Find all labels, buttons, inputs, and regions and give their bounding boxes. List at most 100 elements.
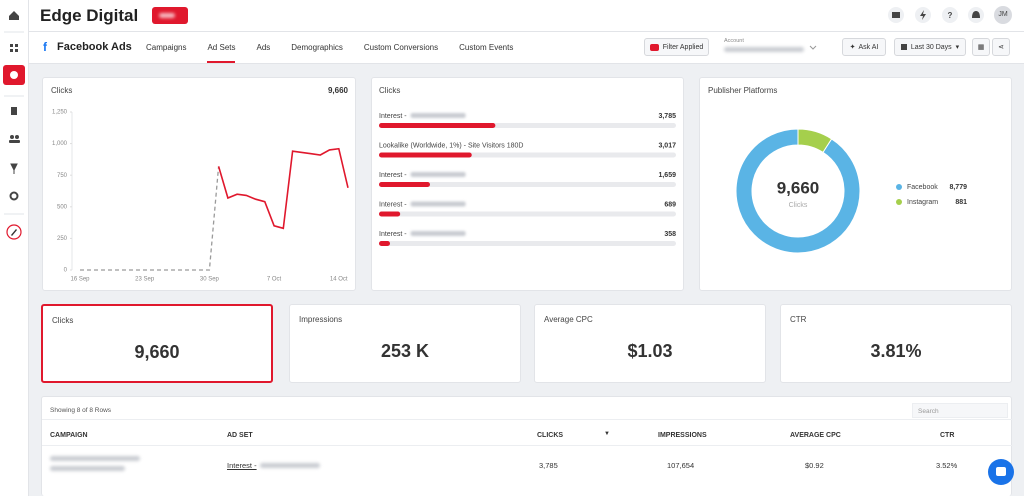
kpi-value: 3.81% <box>870 341 922 361</box>
y-tick-label: 0 <box>64 268 68 274</box>
tab[interactable]: Campaigns <box>146 43 187 52</box>
table-cell: 107,654 <box>667 461 695 470</box>
filter-text: Filter Applied <box>662 43 704 51</box>
line <box>217 147 349 230</box>
legend-label: Facebook <box>907 184 938 191</box>
column-header[interactable]: CAMPAIGN <box>50 432 88 439</box>
ask-ai-button[interactable]: ✦ Ask AI <box>842 38 886 56</box>
legend-value: 8,779 <box>949 184 967 191</box>
share-button[interactable]: ⋖ <box>992 38 1010 56</box>
y-tick-label: 750 <box>57 173 68 179</box>
bar <box>379 152 472 158</box>
kpi-card[interactable]: Clicks 9,660 <box>41 304 273 383</box>
filter-button[interactable]: Filter Applied <box>644 38 709 56</box>
settings-icon[interactable] <box>9 191 19 201</box>
bar <box>379 241 391 246</box>
sidebar-icons <box>3 11 25 240</box>
top-bar: Edge Digital ? JM <box>29 0 1024 32</box>
blurred-text <box>50 466 125 471</box>
kpi-value: $1.03 <box>627 341 673 361</box>
blurred-text <box>410 113 466 118</box>
plug-icon[interactable] <box>10 163 18 174</box>
rocket-icon[interactable] <box>6 224 22 240</box>
sort-arrow: ▼ <box>604 431 610 437</box>
bar <box>379 211 401 217</box>
bar <box>379 123 496 128</box>
bar-track <box>379 211 676 217</box>
icon-button[interactable] <box>942 7 958 23</box>
bar-card: Clicks Interest - 3,785 Lookalike (Worldwi… <box>371 77 684 291</box>
brand: Edge Digital <box>40 6 139 25</box>
column-header[interactable]: IMPRESSIONS <box>658 432 707 439</box>
svg-text:?: ? <box>948 11 953 20</box>
kpi-card[interactable]: CTR 3.81% <box>780 304 1012 383</box>
table-cell: 3.52% <box>936 461 958 470</box>
x-tick-label: 7 Oct <box>267 277 282 283</box>
workspace-badge[interactable] <box>152 7 188 24</box>
users-icon[interactable] <box>9 135 20 143</box>
tab[interactable]: Custom Conversions <box>363 43 439 52</box>
blurred-text <box>410 201 466 207</box>
avatar[interactable] <box>994 6 1012 24</box>
value-label: 3,785 <box>658 113 676 120</box>
bar-label: Interest - <box>379 172 407 179</box>
tab[interactable]: Demographics <box>291 43 343 52</box>
account-label: Account <box>724 38 744 44</box>
bar-label: Interest - <box>379 201 407 208</box>
kpi-card[interactable]: Average CPC $1.03 <box>534 304 766 383</box>
table-cell: 3,785 <box>539 461 558 470</box>
kpi-label: Average CPC <box>544 315 593 324</box>
value-label: 1,659 <box>658 172 676 179</box>
column-header[interactable]: AVERAGE CPC <box>790 432 841 439</box>
value-label: 358 <box>664 231 676 238</box>
top-icons: ? <box>888 6 1012 24</box>
blurred-text <box>410 231 466 236</box>
apps-icon[interactable] <box>10 44 18 52</box>
chart-title: Clicks <box>379 86 400 95</box>
column-header[interactable]: CLICKS <box>537 432 564 439</box>
bar-label: Interest - <box>379 113 407 120</box>
y-tick-label: 500 <box>57 204 68 210</box>
donut-segment <box>797 128 833 154</box>
account-value[interactable] <box>724 47 804 52</box>
report-icon[interactable] <box>11 107 17 115</box>
x-tick-label: 30 Sep <box>200 277 220 283</box>
avatar-initials: JM <box>998 11 1008 18</box>
blurred-text <box>410 172 466 177</box>
blurred-text <box>260 463 320 468</box>
x-tick-label: 14 Oct <box>330 277 348 283</box>
nav-title: Facebook Ads <box>57 41 132 53</box>
tab[interactable]: Ads <box>256 43 271 52</box>
donut-card: Publisher Platforms 9,660 Clicks Faceboo… <box>699 77 1012 291</box>
line-dashed <box>80 166 220 271</box>
legend-swatch <box>896 184 902 190</box>
kpi-label: CTR <box>790 315 807 324</box>
date-range-button[interactable]: Last 30 Days ▾ <box>894 38 966 56</box>
tab[interactable]: Custom Events <box>459 43 514 52</box>
date-range-text: Last 30 Days <box>910 43 952 51</box>
chat-button[interactable] <box>988 459 1014 485</box>
column-header[interactable]: CTR <box>940 432 955 439</box>
kpi-value: 9,660 <box>134 342 180 362</box>
line-card: Clicks 9,660 0 250 500 750 1,000 1,250 16 Sep 2… <box>42 77 356 291</box>
tab[interactable]: Ad Sets <box>207 32 236 63</box>
y-tick-label: 1,000 <box>52 141 68 147</box>
kpi-card[interactable]: Impressions 253 K <box>289 304 521 383</box>
value-label: 689 <box>664 201 676 208</box>
legend-value: 881 <box>955 199 967 206</box>
column-header[interactable]: AD SET <box>227 432 253 439</box>
table-cell[interactable]: Interest - <box>227 461 257 470</box>
search-input[interactable]: Search <box>912 403 1008 418</box>
x-tick-label: 16 Sep <box>70 277 90 283</box>
settings-button[interactable]: ▦ <box>972 38 990 56</box>
kpi-value: 253 K <box>380 341 430 361</box>
table-cell: $0.92 <box>805 461 824 470</box>
sidebar <box>0 0 29 496</box>
table-info: Showing 8 of 8 Rows <box>50 407 112 414</box>
bar-chart: Clicks Interest - 3,785 Lookalike (Worldwi… <box>379 86 676 246</box>
kpi-label: Clicks <box>52 316 74 325</box>
home-icon[interactable] <box>9 11 19 20</box>
ask-ai-text: Ask AI <box>858 43 879 51</box>
chart-title: Publisher Platforms <box>708 86 777 95</box>
